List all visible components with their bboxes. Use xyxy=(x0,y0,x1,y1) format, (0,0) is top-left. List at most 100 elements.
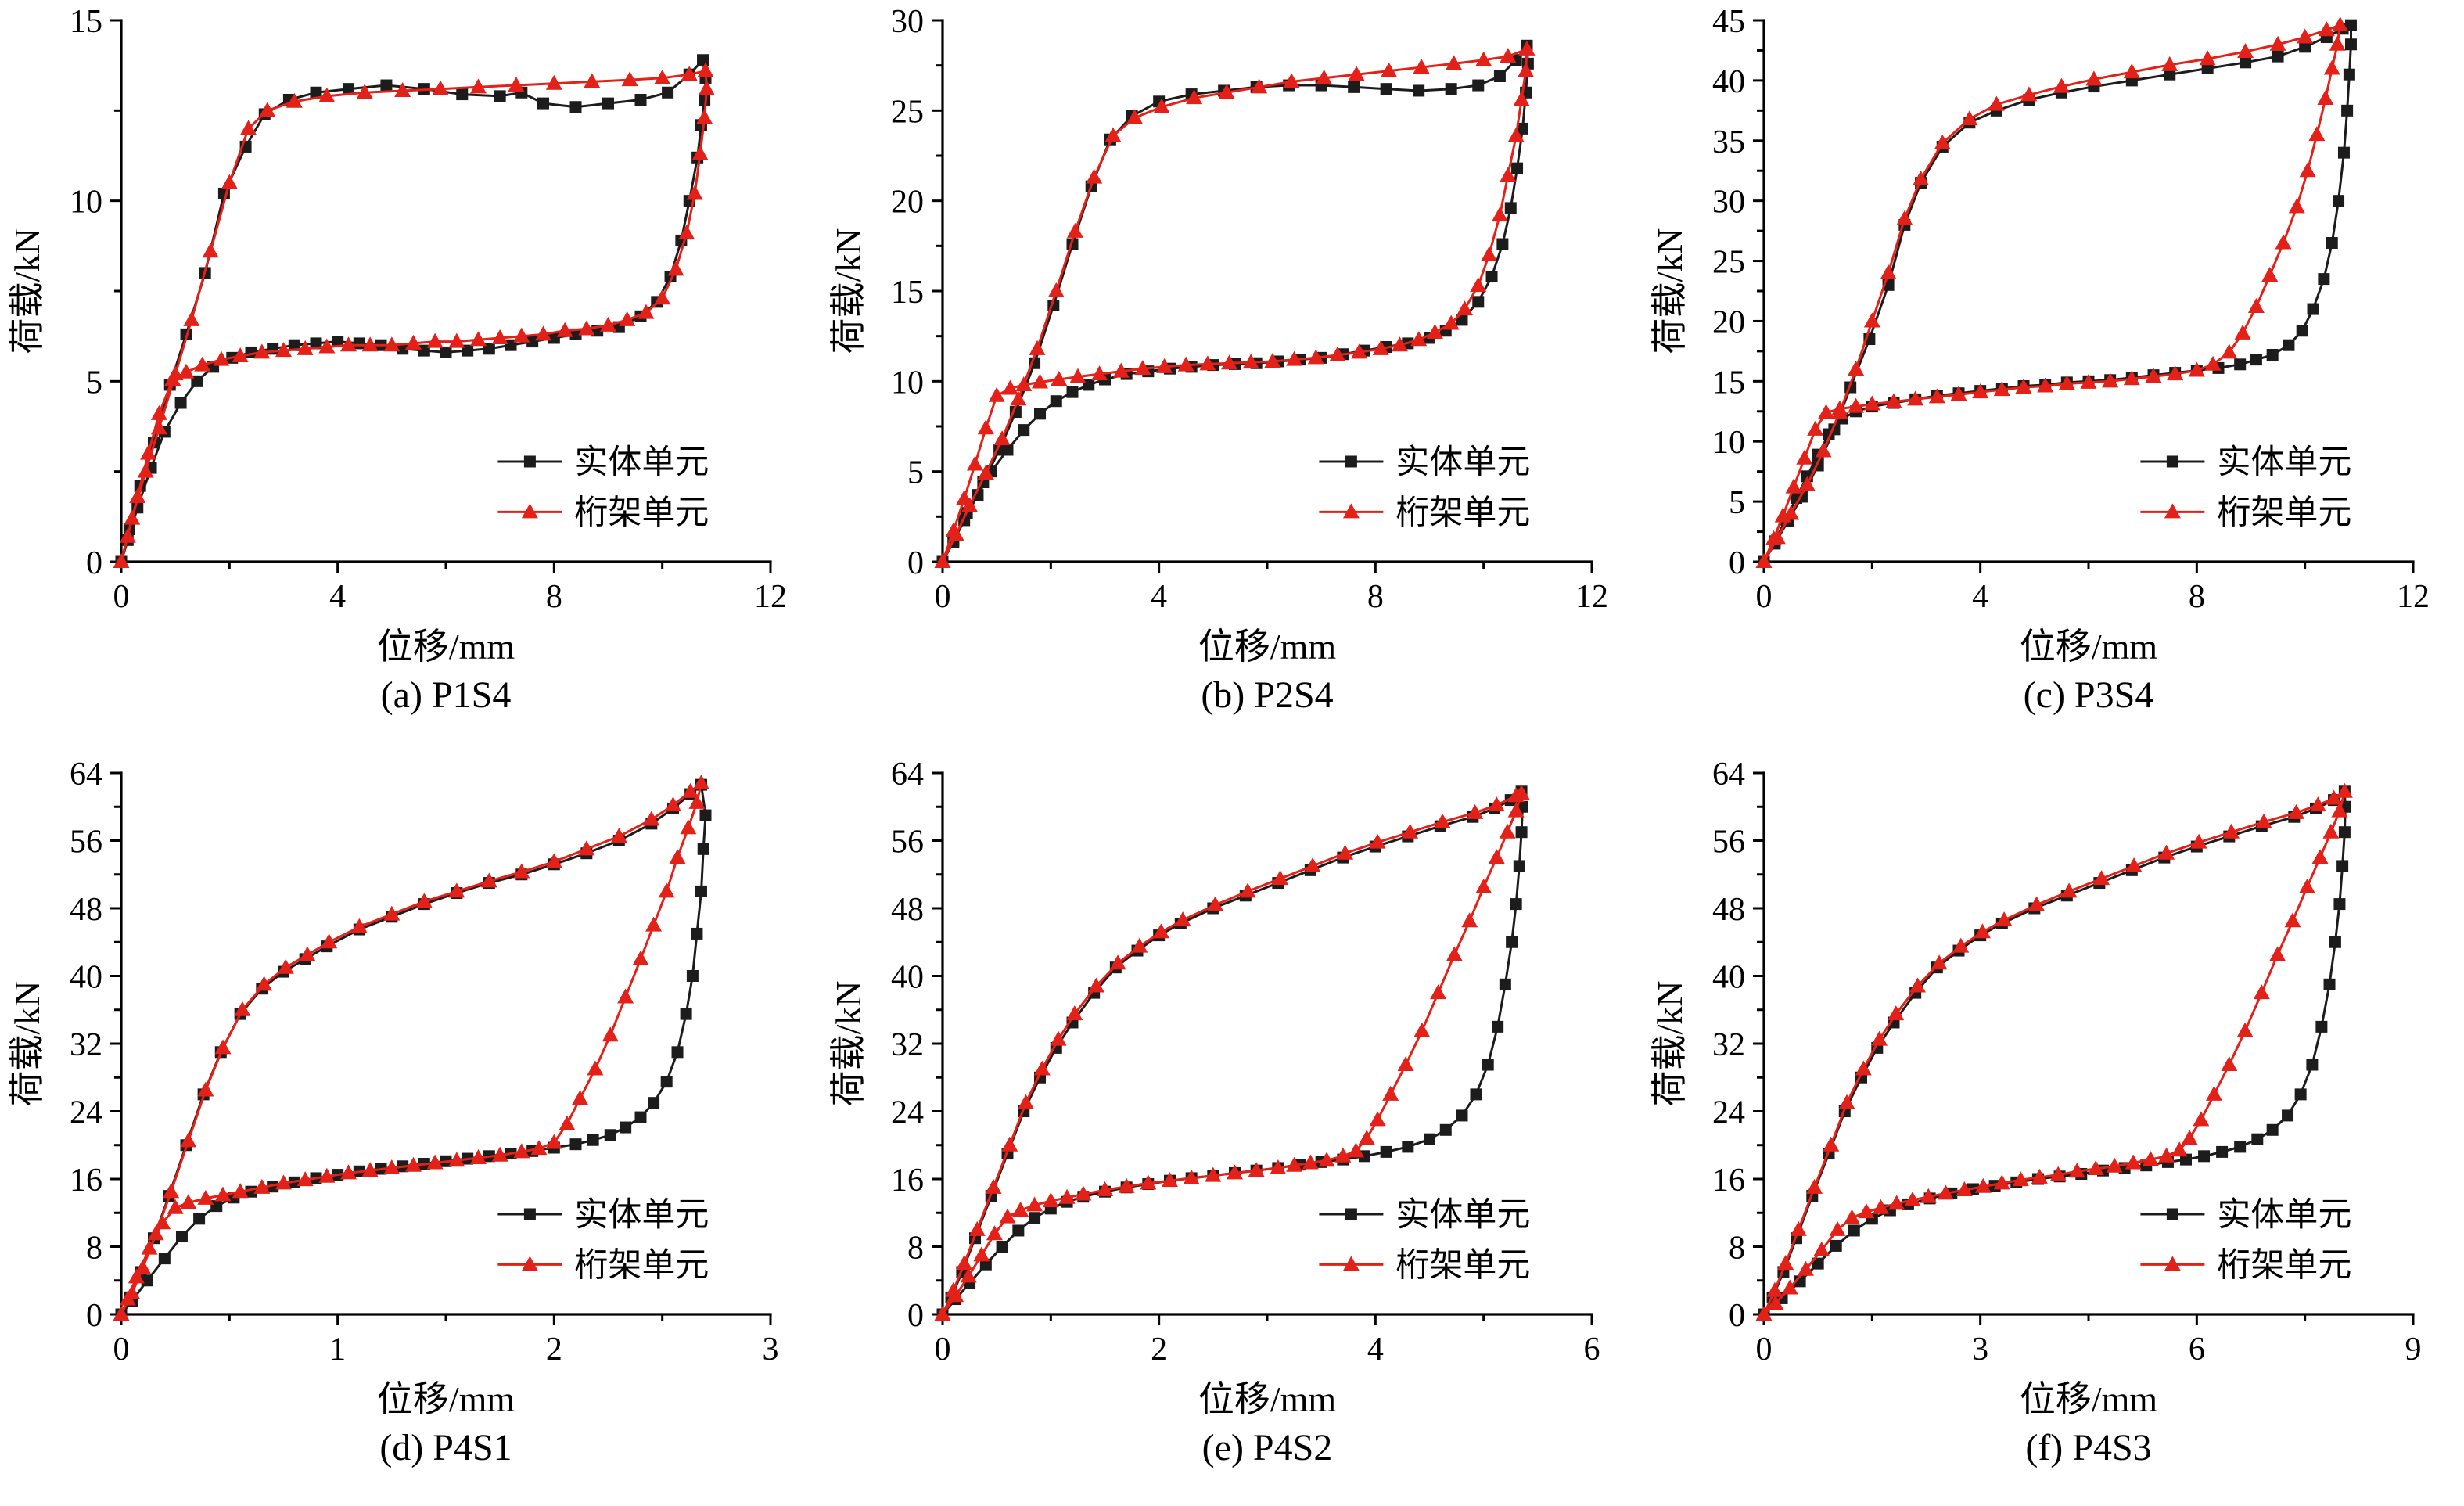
y-tick-label: 10 xyxy=(70,185,102,221)
y-tick-label: 24 xyxy=(1712,1095,1745,1131)
y-tick-label: 15 xyxy=(1712,365,1745,401)
y-tick-label: 40 xyxy=(1712,64,1745,100)
tick-labels: 0 3 6 9 0 8 16 24 32 40 48 56 64 xyxy=(1712,757,2422,1368)
x-tick-label: 12 xyxy=(754,579,787,615)
y-tick-label: 64 xyxy=(1712,757,1745,793)
legend-label: 实体单元 xyxy=(2217,444,2351,481)
x-tick-label: 0 xyxy=(935,579,951,615)
series-solid-element xyxy=(1758,785,2351,1321)
legend-label: 实体单元 xyxy=(574,1196,709,1234)
legend-label: 桁架单元 xyxy=(1395,494,1530,531)
y-tick-label: 24 xyxy=(70,1095,102,1131)
axis-ticks xyxy=(1753,771,2415,1325)
y-tick-label: 25 xyxy=(891,94,924,130)
x-tick-label: 2 xyxy=(1151,1332,1167,1368)
y-tick-label: 56 xyxy=(70,825,102,861)
y-tick-label: 48 xyxy=(1712,892,1745,928)
y-tick-label: 10 xyxy=(891,365,924,401)
y-tick-label: 56 xyxy=(1712,825,1745,861)
chart-caption: (f) P4S3 xyxy=(2025,1427,2151,1468)
plot-p2s4: 0 4 8 12 0 5 10 15 20 25 30 荷载/kN 位移/mm (b) P2S4 实体单元桁… xyxy=(828,4,1608,716)
chart-caption: (d) P4S1 xyxy=(379,1427,512,1468)
y-tick-label: 40 xyxy=(70,960,102,996)
legend-label: 实体单元 xyxy=(1395,444,1530,481)
x-tick-label: 2 xyxy=(546,1332,562,1368)
y-tick-label: 25 xyxy=(1712,245,1745,281)
y-tick-label: 48 xyxy=(70,892,102,928)
chart-p2s4: 0 4 8 12 0 5 10 15 20 25 30 荷载/kN 位移/mm (b) P2S4 实体单元桁… xyxy=(821,0,1643,753)
y-tick-label: 64 xyxy=(891,757,924,793)
axis-ticks xyxy=(110,19,772,573)
y-tick-label: 8 xyxy=(1729,1231,1745,1267)
y-tick-label: 5 xyxy=(86,365,102,401)
chart-caption: (e) P4S2 xyxy=(1202,1427,1333,1468)
y-tick-label: 56 xyxy=(891,825,924,861)
x-tick-label: 8 xyxy=(1367,579,1384,615)
y-axis-title: 荷载/kN xyxy=(1650,228,1690,354)
x-tick-label: 6 xyxy=(1584,1332,1600,1368)
x-tick-label: 3 xyxy=(763,1332,779,1368)
series-solid-element xyxy=(936,785,1528,1321)
tick-labels: 0 4 8 12 0 5 10 15 20 25 30 35 40 45 xyxy=(1712,4,2430,615)
y-tick-label: 30 xyxy=(891,4,924,40)
chart-p4s3: 0 3 6 9 0 8 16 24 32 40 48 56 64 荷载/kN 位移/mm (f) P4S3 实体… xyxy=(1643,753,2464,1505)
plot-p4s1: 0 1 2 3 0 8 16 24 32 40 48 56 64 荷载/kN 位移/mm (d) P4S1 实体… xyxy=(7,757,779,1468)
y-tick-label: 0 xyxy=(907,1298,924,1334)
tick-labels: 0 1 2 3 0 8 16 24 32 40 48 56 64 xyxy=(70,757,779,1368)
series-truss-element xyxy=(934,40,1536,568)
y-tick-label: 48 xyxy=(891,892,924,928)
y-tick-label: 0 xyxy=(86,545,102,581)
y-tick-label: 20 xyxy=(891,185,924,221)
x-tick-label: 12 xyxy=(1575,579,1608,615)
y-tick-label: 30 xyxy=(1712,185,1745,221)
x-tick-label: 0 xyxy=(1756,579,1773,615)
y-tick-label: 16 xyxy=(891,1163,924,1199)
plot-p4s3: 0 3 6 9 0 8 16 24 32 40 48 56 64 荷载/kN 位移/mm (f) P4S3 实体… xyxy=(1650,757,2422,1468)
series-truss-element xyxy=(1755,16,2349,568)
legend-label: 桁架单元 xyxy=(574,1247,709,1284)
y-axis-title: 荷载/kN xyxy=(828,981,868,1107)
y-tick-label: 10 xyxy=(1712,425,1745,461)
axis-ticks xyxy=(932,19,1593,573)
x-tick-label: 4 xyxy=(329,579,346,615)
chart-caption: (a) P1S4 xyxy=(381,674,512,716)
y-tick-label: 5 xyxy=(1729,485,1745,521)
y-axis-title: 荷载/kN xyxy=(7,228,47,354)
x-tick-label: 0 xyxy=(113,579,130,615)
series-truss-element xyxy=(113,774,709,1321)
x-tick-label: 4 xyxy=(1972,579,1988,615)
legend-label: 桁架单元 xyxy=(2217,494,2351,531)
x-axis-title: 位移/mm xyxy=(377,1379,515,1419)
y-tick-label: 16 xyxy=(1712,1163,1745,1199)
plot-p3s4: 0 4 8 12 0 5 10 15 20 25 30 35 40 45 荷载/kN 位移/mm (c) P3S… xyxy=(1650,4,2430,716)
x-tick-label: 6 xyxy=(2189,1332,2205,1368)
y-tick-label: 20 xyxy=(1712,304,1745,340)
legend-label: 桁架单元 xyxy=(574,494,709,531)
x-tick-label: 0 xyxy=(935,1332,951,1368)
chart-caption: (b) P2S4 xyxy=(1201,674,1333,716)
legend-label: 实体单元 xyxy=(1395,1196,1530,1234)
y-tick-label: 8 xyxy=(907,1231,924,1267)
y-tick-label: 0 xyxy=(1729,545,1745,581)
x-tick-label: 3 xyxy=(1972,1332,1988,1368)
series-solid-element xyxy=(936,39,1534,568)
y-tick-label: 0 xyxy=(1729,1298,1745,1334)
x-axis-title: 位移/mm xyxy=(377,627,515,667)
x-tick-label: 1 xyxy=(329,1332,346,1368)
legend-label: 实体单元 xyxy=(2217,1196,2351,1234)
legend-label: 实体单元 xyxy=(574,444,709,481)
tick-labels: 0 4 8 12 0 5 10 15 xyxy=(70,4,787,615)
tick-labels: 0 4 8 12 0 5 10 15 20 25 30 xyxy=(891,4,1608,615)
y-tick-label: 0 xyxy=(907,545,924,581)
y-tick-label: 32 xyxy=(891,1027,924,1063)
chart-p1s4: 0 4 8 12 0 5 10 15 荷载/kN 位移/mm (a) P1S4 实体单元 桁架单元 xyxy=(0,0,821,753)
y-tick-label: 35 xyxy=(1712,124,1745,160)
